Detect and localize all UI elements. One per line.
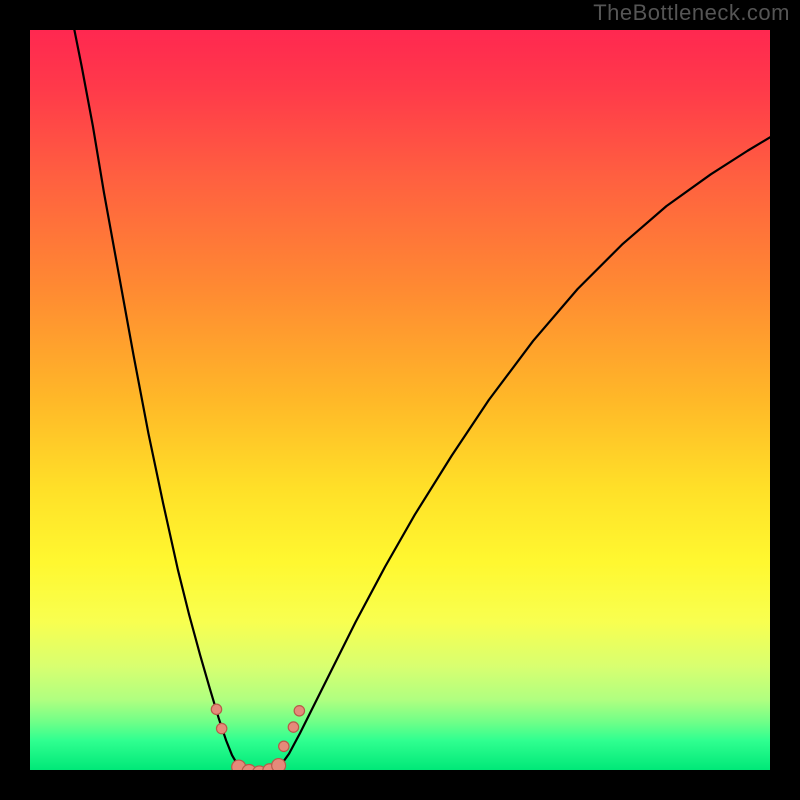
data-marker	[216, 723, 226, 733]
data-marker	[211, 704, 221, 714]
data-marker	[288, 722, 298, 732]
watermark-label: TheBottleneck.com	[593, 0, 790, 26]
chart-frame: TheBottleneck.com	[0, 0, 800, 800]
data-marker	[272, 759, 286, 770]
bottleneck-curve-chart	[30, 30, 770, 770]
plot-area	[30, 30, 770, 770]
data-marker	[294, 706, 304, 716]
data-marker	[279, 741, 289, 751]
